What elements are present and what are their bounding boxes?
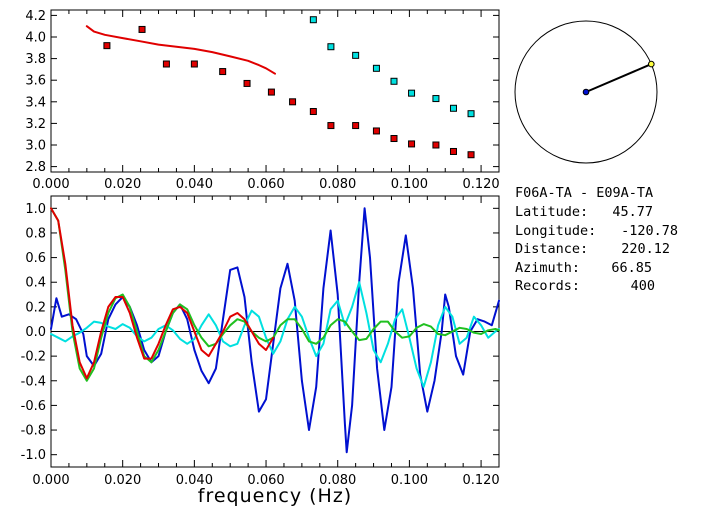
y-tick-label: 0.4 (25, 276, 46, 291)
dispersion-axis-ticks: 0.000 0.020 0.040 0.060 0.080 0.100 0.120 2.8 3.… (25, 9, 499, 192)
records-value: 400 (631, 278, 655, 294)
cyan-point (408, 89, 416, 97)
station-info-panel: F06A-TA - E09A-TA Latitude: 45.77 Longit… (515, 185, 678, 294)
red-point (267, 88, 275, 96)
azimuth-label: Azimuth: (515, 260, 580, 276)
cyan-point (372, 64, 380, 72)
red-point (190, 60, 198, 68)
red-point (432, 141, 440, 149)
y-tick-label: 3.8 (25, 52, 46, 67)
red-point (219, 68, 227, 76)
x-axis-title: frequency (Hz) (198, 485, 352, 507)
red-point (138, 25, 146, 33)
red-point (390, 135, 398, 143)
bottom-x-tick-label: 0.120 (462, 473, 499, 488)
red-point (327, 122, 335, 130)
green-series-line (50, 207, 500, 382)
correlation-marks (50, 207, 500, 454)
station-pair-title: F06A-TA - E09A-TA (515, 185, 653, 201)
distance-label: Distance: (515, 241, 588, 257)
y-tick-label: -1.0 (21, 448, 46, 463)
latitude-label: Latitude: (515, 204, 588, 220)
y-tick-label: -0.8 (21, 424, 46, 439)
records-label: Records: (515, 278, 580, 294)
y-tick-label: -0.6 (21, 399, 46, 414)
top-x-tick-label: 0.000 (32, 177, 69, 192)
y-tick-label: 0.6 (25, 251, 46, 266)
red-series-line (85, 25, 276, 75)
top-x-tick-label: 0.120 (462, 177, 499, 192)
y-tick-label: 2.8 (25, 160, 46, 175)
cyan-point (327, 43, 335, 51)
cyan-point (467, 110, 475, 118)
azimuth-needle (585, 63, 652, 93)
distance-value: 220.12 (621, 241, 670, 257)
bottom-x-tick-label: 0.080 (319, 473, 356, 488)
red-point (289, 98, 297, 106)
blue-series-line (50, 207, 500, 454)
y-tick-label: 0.2 (25, 300, 46, 315)
y-tick-label: 0.8 (25, 226, 46, 241)
red-series-line (50, 207, 275, 380)
cyan-point (432, 95, 440, 103)
red-point (467, 151, 475, 159)
dispersion-marks (85, 16, 475, 159)
red-point (372, 127, 380, 135)
red-point (162, 60, 170, 68)
dial-center-dot (582, 88, 590, 96)
azimuth-tip-marker (648, 60, 655, 68)
dial-circle (514, 20, 658, 164)
bottom-x-tick-label: 0.020 (104, 473, 141, 488)
top-x-tick-label: 0.040 (176, 177, 213, 192)
latitude-value: 45.77 (612, 204, 653, 220)
bottom-x-tick-label: 0.100 (391, 473, 428, 488)
cyan-point (390, 77, 398, 85)
bottom-x-tick-label: 0.000 (32, 473, 69, 488)
y-tick-label: 0.0 (25, 325, 46, 340)
red-point (309, 108, 317, 116)
bottom-x-tick-label: 0.040 (176, 473, 213, 488)
bottom-x-tick-label: 0.060 (247, 473, 284, 488)
y-tick-label: 3.6 (25, 74, 46, 89)
top-x-tick-label: 0.060 (247, 177, 284, 192)
top-x-tick-label: 0.020 (104, 177, 141, 192)
cyan-series-line (50, 281, 500, 388)
longitude-label: Longitude: (515, 223, 596, 239)
y-tick-label: -0.4 (21, 374, 46, 389)
y-tick-label: 1.0 (25, 202, 46, 217)
red-point (243, 79, 251, 87)
azimuth-value: 66.85 (611, 260, 652, 276)
y-tick-label: 4.2 (25, 9, 46, 24)
dispersion-panel: 0.000 0.020 0.040 0.060 0.080 0.100 0.120 2.8 3.… (25, 9, 499, 192)
correlation-axis-ticks: 0.000 0.020 0.040 0.060 0.080 0.100 0.120 1.0 0.… (21, 196, 500, 488)
y-tick-label: 3.0 (25, 139, 46, 154)
top-x-tick-label: 0.080 (319, 177, 356, 192)
dispersion-plot-frame (50, 9, 500, 173)
cyan-point (449, 104, 457, 112)
red-point (352, 122, 360, 130)
y-tick-label: 4.0 (25, 31, 46, 46)
azimuth-dial (514, 20, 658, 164)
red-point (103, 42, 111, 50)
cyan-point (352, 51, 360, 59)
y-tick-label: 3.2 (25, 117, 46, 132)
cyan-point (309, 16, 317, 24)
red-point (449, 147, 457, 155)
red-point (408, 140, 416, 148)
y-tick-label: -0.2 (21, 350, 46, 365)
y-tick-label: 3.4 (25, 95, 46, 110)
correlation-panel: 0.000 0.020 0.040 0.060 0.080 0.100 0.120 1.0 0.… (21, 195, 500, 507)
longitude-value: -120.78 (621, 223, 678, 239)
top-x-tick-label: 0.100 (391, 177, 428, 192)
